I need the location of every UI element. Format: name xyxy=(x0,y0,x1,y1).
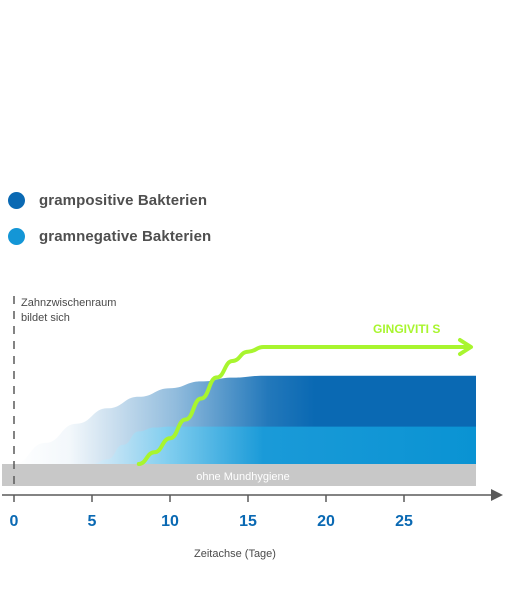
area-gramnegative xyxy=(14,426,476,464)
marker-label-line-2: bildet sich xyxy=(21,312,70,324)
legend: grampositive Bakterien gramnegative Bakt… xyxy=(8,182,211,254)
legend-dot-gramnegative xyxy=(8,227,25,245)
x-tick-label: 0 xyxy=(10,513,19,530)
chart-areas xyxy=(14,375,476,464)
baseline-band xyxy=(2,464,476,486)
legend-item-grampositive: grampositive Bakterien xyxy=(8,182,211,218)
chart-lines xyxy=(136,338,473,466)
marker-label-line-1: Zahnzwischenraum xyxy=(21,297,116,309)
x-axis-ticks: 0 5 10 15 20 25 xyxy=(10,495,413,530)
legend-item-gramnegative: gramnegative Bakterien xyxy=(8,218,211,254)
legend-label-gramnegative: gramnegative Bakterien xyxy=(39,227,212,245)
legend-dot-grampositive xyxy=(8,191,25,209)
legend-label-grampositive: grampositive Bakterien xyxy=(39,191,208,209)
x-axis-label: Zeitachse (Tage) xyxy=(194,548,276,560)
x-axis-arrow xyxy=(491,489,503,501)
line-gingivitis-arrowhead xyxy=(458,338,473,356)
x-tick-label: 25 xyxy=(395,513,413,530)
x-tick-label: 5 xyxy=(88,513,97,530)
x-tick-label: 15 xyxy=(239,513,257,530)
line-gingivitis xyxy=(136,344,468,466)
x-tick-label: 20 xyxy=(317,513,335,530)
x-tick-label: 10 xyxy=(161,513,179,530)
series-label-gingivitis: GINGIVITI S xyxy=(373,322,440,336)
baseline-band-label: ohne Mundhygiene xyxy=(196,471,290,483)
